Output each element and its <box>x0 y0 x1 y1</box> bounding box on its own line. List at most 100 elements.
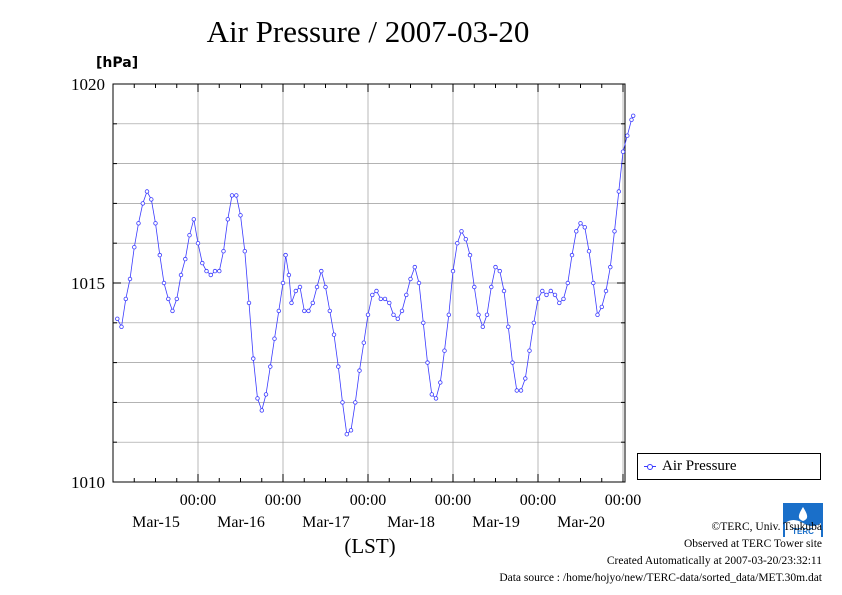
data-point <box>429 392 434 397</box>
x-ticks: 00:00Mar-1500:00Mar-1600:00Mar-1700:00Ma… <box>112 84 641 531</box>
data-point <box>459 229 464 234</box>
data-point <box>616 189 621 194</box>
data-point <box>625 133 630 138</box>
data-point <box>191 217 196 222</box>
data-point <box>574 229 579 234</box>
data-point <box>378 296 383 302</box>
data-point <box>391 312 396 317</box>
y-tick-label: 1015 <box>71 274 105 293</box>
x-tick-label-date: Mar-15 <box>132 514 180 531</box>
x-tick-label-date: Mar-17 <box>302 514 350 531</box>
data-point <box>421 320 426 325</box>
x-tick-label-date: Mar-19 <box>472 514 520 531</box>
data-point <box>314 284 320 290</box>
series-line-air-pressure <box>116 115 634 436</box>
data-point <box>123 296 128 302</box>
data-point <box>399 308 405 314</box>
data-point <box>149 197 154 202</box>
data-point <box>302 308 307 314</box>
footer-created: Created Automatically at 2007-03-20/23:3… <box>606 555 822 567</box>
data-point <box>293 288 298 294</box>
data-point <box>319 268 324 274</box>
data-point <box>523 376 528 381</box>
data-point <box>608 264 613 270</box>
data-point <box>531 320 536 325</box>
data-point <box>344 432 349 437</box>
data-point <box>510 360 515 365</box>
data-point <box>544 292 549 298</box>
data-point <box>353 400 358 405</box>
data-point <box>268 364 273 369</box>
x-tick-label-time: 00:00 <box>520 492 556 509</box>
data-point <box>518 388 524 393</box>
footer-copyright: ©TERC, Univ. Tsukuba <box>711 521 822 533</box>
data-point <box>506 324 511 329</box>
data-point <box>187 232 192 238</box>
data-point <box>251 356 256 361</box>
data-point <box>132 244 137 250</box>
y-tick-label: 1020 <box>71 75 105 94</box>
legend-label: Air Pressure <box>662 458 737 474</box>
data-point <box>136 221 141 226</box>
data-point <box>263 392 269 397</box>
data-point <box>166 296 171 302</box>
data-point <box>582 225 587 230</box>
data-point <box>540 288 545 294</box>
data-point <box>548 288 553 294</box>
data-point <box>259 408 264 413</box>
data-point <box>612 229 617 234</box>
data-point <box>357 368 362 373</box>
data-point <box>331 332 337 337</box>
data-point <box>455 240 460 246</box>
data-point <box>408 276 413 282</box>
data-point <box>280 280 286 286</box>
data-point <box>412 264 417 270</box>
data-point <box>365 312 371 317</box>
data-point <box>340 400 345 405</box>
data-point <box>221 248 226 254</box>
data-point <box>480 324 485 329</box>
data-point <box>620 149 626 154</box>
data-point <box>446 312 451 317</box>
y-ticks: 1010 1015 1020 <box>71 75 625 492</box>
data-point <box>289 300 294 306</box>
data-point <box>535 296 541 302</box>
data-point <box>561 296 566 302</box>
footer-observed: Observed at TERC Tower site <box>683 538 822 550</box>
data-point <box>476 312 481 317</box>
data-point <box>208 272 213 278</box>
legend: Air Pressure <box>637 453 821 480</box>
data-point <box>212 268 218 274</box>
data-point <box>286 272 292 278</box>
x-tick-label-date: Mar-18 <box>387 514 435 531</box>
data-point <box>404 292 409 298</box>
data-point <box>283 252 288 258</box>
data-point <box>242 248 247 254</box>
data-point <box>229 193 235 198</box>
y-axis-unit: [hPa] <box>96 55 139 71</box>
data-point <box>157 252 162 258</box>
data-point <box>306 308 311 314</box>
data-point <box>348 428 354 433</box>
data-point <box>433 396 439 401</box>
data-point <box>161 280 167 286</box>
data-point <box>425 360 430 365</box>
data-point <box>599 304 604 310</box>
data-point <box>217 268 222 274</box>
data-point <box>238 213 243 218</box>
data-point <box>501 288 507 294</box>
x-axis-label: (LST) <box>344 534 396 558</box>
data-point <box>484 312 490 317</box>
data-point <box>200 260 205 266</box>
data-point <box>225 217 230 222</box>
data-point <box>153 221 158 226</box>
data-point <box>204 268 209 274</box>
data-point <box>565 280 570 286</box>
data-point <box>629 117 634 122</box>
x-tick-label-date: Mar-16 <box>217 514 265 531</box>
data-point <box>195 240 201 246</box>
data-point <box>234 193 239 198</box>
data-point <box>178 272 184 278</box>
data-point <box>297 284 303 290</box>
